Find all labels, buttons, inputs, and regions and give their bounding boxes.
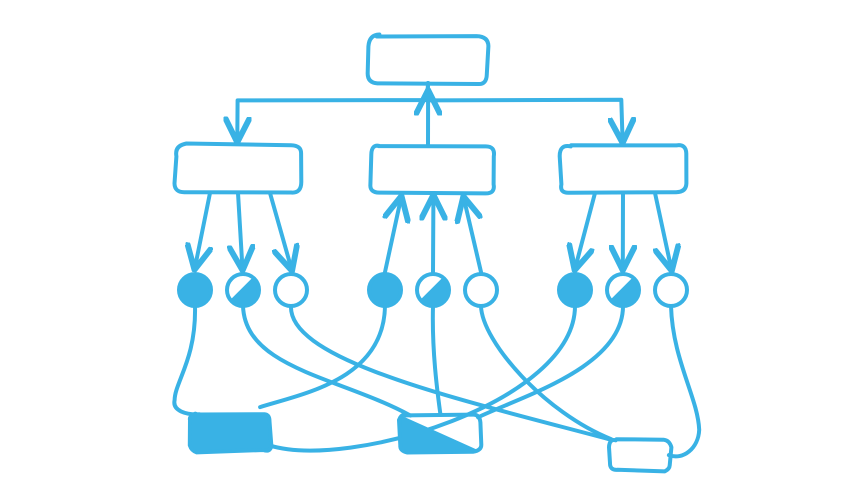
edge-cL1-botL [174,306,199,414]
edge-cC2-botC [433,306,441,415]
edge-cL3-botR [291,306,609,439]
edge-midL-cL1 [195,193,210,265]
node-botL [190,414,272,453]
node-midR [560,145,687,193]
node-cR1 [559,274,591,306]
edge-midR-cR1 [576,193,595,266]
edge-midL-cL2 [238,193,242,266]
edge-midL-cL3 [270,193,291,267]
node-cC1 [369,274,401,306]
node-botR [609,439,671,471]
edge-cC3-botR [481,306,611,439]
node-botC-halffill [400,415,480,451]
diagram-canvas [0,0,860,501]
node-midL [175,144,302,193]
node-cR3 [655,274,687,306]
edge-midR-cR3 [655,193,671,266]
edge-cR3-botR [669,306,699,456]
edge-cC1-midC [385,200,401,272]
edges-layer [174,83,699,456]
node-cL1 [179,274,211,306]
node-midC [370,146,494,194]
edge-cC3-midC [464,201,481,272]
edge-top-midR [428,83,623,138]
node-top [368,35,489,85]
node-cC3 [465,274,497,306]
edge-top-midL [237,83,428,138]
node-cL3 [275,274,307,306]
